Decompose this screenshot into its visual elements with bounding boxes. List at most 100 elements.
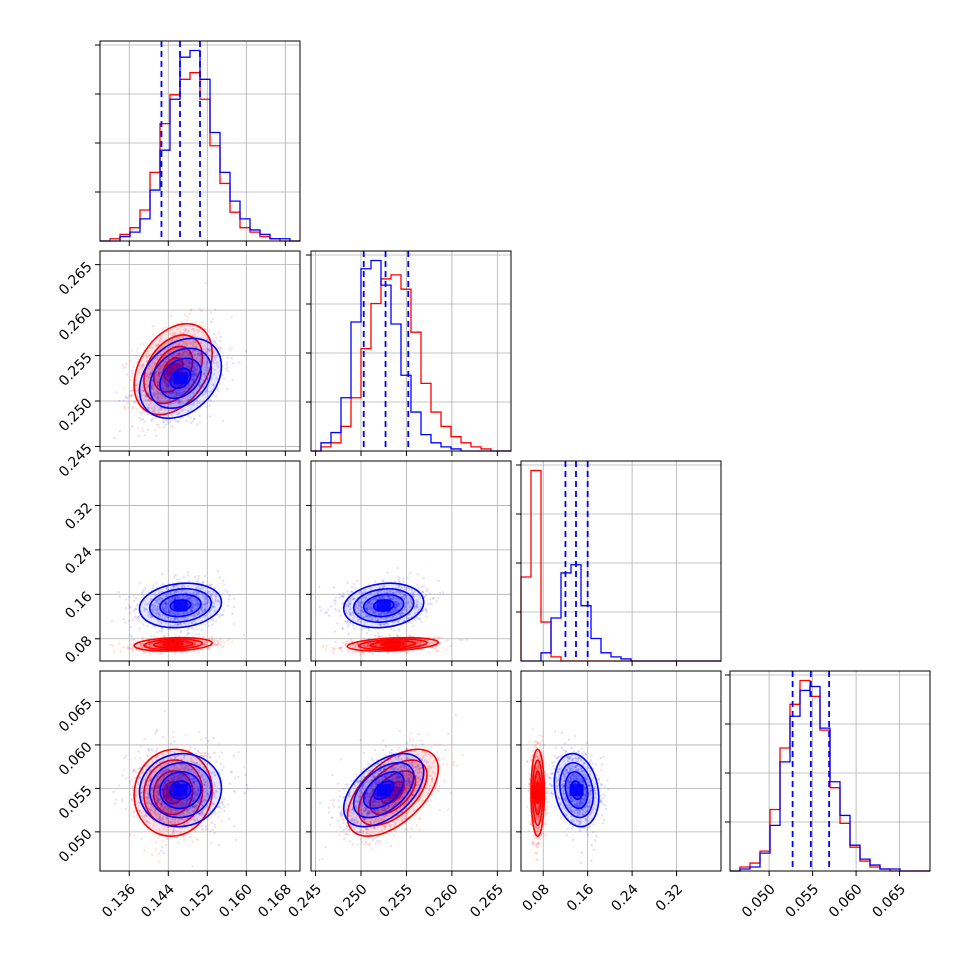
- scatter-point: [130, 394, 134, 397]
- scatter-point: [166, 414, 170, 417]
- scatter-point: [166, 586, 169, 590]
- scatter-point: [157, 384, 160, 387]
- scatter-point: [174, 419, 178, 422]
- scatter-point: [173, 619, 176, 622]
- scatter-point: [199, 385, 202, 388]
- scatter-point: [379, 616, 383, 620]
- scatter-point: [151, 366, 154, 369]
- scatter-point: [177, 411, 181, 414]
- scatter-point: [147, 643, 151, 646]
- scatter-point: [416, 573, 419, 576]
- scatter-point: [143, 390, 146, 393]
- scatter-point: [196, 612, 199, 615]
- scatter-point: [431, 597, 435, 600]
- scatter-point: [177, 401, 180, 405]
- scatter-point: [184, 342, 187, 346]
- scatter-point: [193, 418, 196, 421]
- scatter-point: [179, 393, 183, 396]
- scatter-point: [200, 641, 203, 644]
- scatter-point: [148, 652, 152, 655]
- scatter-point: [109, 643, 112, 647]
- scatter-point: [164, 607, 168, 610]
- scatter-point: [148, 373, 151, 376]
- scatter-point: [186, 617, 189, 621]
- scatter-point: [216, 570, 220, 573]
- scatter-point: [176, 389, 180, 393]
- scatter-point: [193, 370, 196, 373]
- scatter-point: [129, 643, 133, 646]
- scatter-point: [142, 388, 145, 391]
- scatter-point: [141, 394, 144, 397]
- scatter-point: [356, 650, 359, 653]
- scatter-point: [208, 330, 211, 333]
- scatter-point: [177, 618, 180, 621]
- scatter-point: [198, 402, 201, 405]
- scatter-point: [204, 590, 207, 593]
- scatter-point: [162, 363, 165, 367]
- scatter-point: [360, 615, 364, 618]
- scatter-point: [193, 613, 197, 617]
- scatter-point: [145, 383, 148, 386]
- scatter-point: [93, 390, 95, 392]
- scatter-point: [204, 374, 208, 378]
- scatter-point: [374, 634, 377, 637]
- scatter-point: [205, 378, 209, 382]
- scatter-point: [202, 372, 205, 375]
- scatter-point: [198, 602, 201, 605]
- scatter-point: [156, 381, 160, 384]
- scatter-point: [173, 418, 176, 421]
- scatter-point: [206, 369, 209, 373]
- scatter-point: [193, 603, 196, 607]
- scatter-point: [365, 643, 368, 646]
- scatter-point: [419, 641, 423, 645]
- scatter-point: [219, 339, 222, 342]
- scatter-point: [176, 584, 179, 587]
- scatter-point: [162, 379, 166, 382]
- scatter-point: [202, 357, 205, 360]
- scatter-point: [143, 607, 146, 611]
- scatter-point: [170, 340, 174, 343]
- scatter-point: [170, 390, 173, 393]
- scatter-point: [133, 401, 137, 404]
- scatter-point: [127, 595, 131, 599]
- scatter-point: [159, 621, 162, 624]
- scatter-point: [193, 373, 196, 376]
- scatter-point: [171, 624, 174, 628]
- scatter-point: [192, 356, 196, 360]
- scatter-point: [163, 607, 166, 610]
- scatter-point: [396, 603, 399, 606]
- scatter-point: [434, 640, 437, 644]
- scatter-point: [127, 406, 130, 410]
- scatter-point: [159, 396, 162, 399]
- scatter-point: [190, 356, 193, 359]
- scatter-point: [213, 639, 216, 642]
- scatter-point: [140, 388, 143, 392]
- scatter-point: [377, 635, 380, 638]
- scatter-point: [154, 362, 157, 365]
- scatter-point: [173, 358, 176, 361]
- scatter-point: [351, 613, 355, 616]
- scatter-point: [215, 639, 218, 642]
- scatter-point: [188, 361, 191, 364]
- scatter-point: [193, 367, 196, 370]
- scatter-point: [143, 386, 146, 389]
- scatter-point: [166, 372, 170, 375]
- scatter-point: [158, 391, 161, 395]
- scatter-point: [139, 411, 142, 414]
- scatter-point: [167, 357, 171, 360]
- scatter-point: [183, 370, 186, 373]
- scatter-point: [404, 608, 407, 611]
- scatter-point: [182, 390, 185, 393]
- scatter-point: [122, 617, 126, 621]
- scatter-point: [404, 606, 407, 609]
- scatter-point: [192, 619, 195, 623]
- scatter-point: [179, 364, 183, 367]
- scatter-point: [198, 307, 202, 310]
- scatter-point: [140, 642, 143, 645]
- scatter-point: [203, 643, 206, 646]
- scatter-point: [203, 609, 207, 612]
- scatter-point: [197, 641, 200, 644]
- scatter-point: [208, 349, 212, 352]
- scatter-point: [141, 590, 144, 594]
- scatter-point: [180, 384, 183, 387]
